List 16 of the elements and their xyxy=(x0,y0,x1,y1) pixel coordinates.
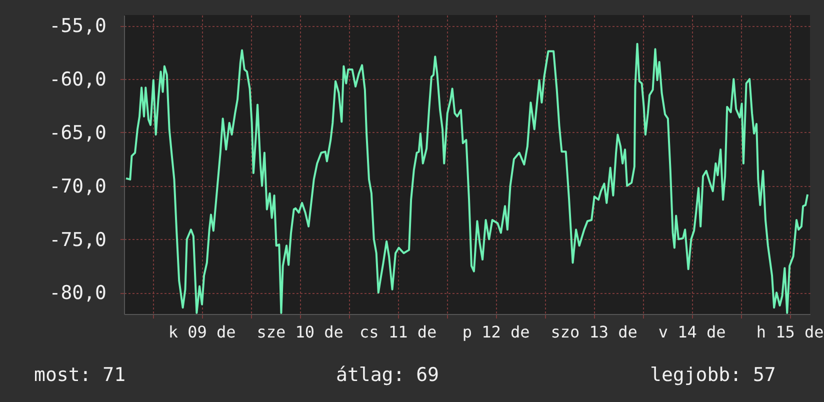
x-tick-label: v 14 de xyxy=(658,322,726,342)
x-tick-label: szo 13 de xyxy=(550,322,638,342)
y-tick-label: -70,0 xyxy=(49,175,106,198)
x-tick-label: h 15 de xyxy=(756,322,824,342)
x-tick-label: sze 10 de xyxy=(256,322,344,342)
y-tick-label: -60,0 xyxy=(49,68,106,91)
x-tick-label: k 09 de xyxy=(168,322,236,342)
y-tick-label: -75,0 xyxy=(49,228,106,251)
text: legjobb: 57 xyxy=(650,364,776,386)
x-tick-label: p 12 de xyxy=(462,322,530,342)
y-tick-label: -55,0 xyxy=(49,15,106,38)
y-tick-label: -65,0 xyxy=(49,122,106,144)
y-tick-label: -80,0 xyxy=(49,282,106,304)
x-tick-label: cs 11 de xyxy=(360,322,437,342)
text: most: 71 xyxy=(34,364,126,386)
text: átlag: 69 xyxy=(336,364,439,386)
